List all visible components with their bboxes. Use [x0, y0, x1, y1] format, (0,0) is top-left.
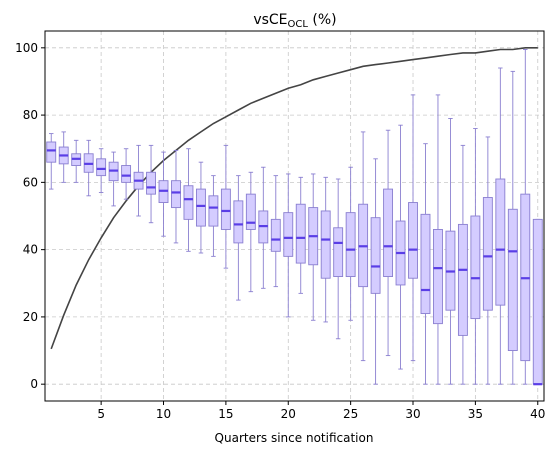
box-body [333, 227, 344, 277]
box-38 [507, 70, 518, 385]
box-body [507, 208, 518, 351]
title-main: vsCE [253, 12, 287, 28]
x-tick-label: 25 [343, 407, 358, 421]
y-axis: 0 20 40 60 80 100 [15, 41, 45, 391]
box-body [532, 218, 543, 385]
box-30 [408, 94, 418, 362]
box-37 [495, 67, 506, 385]
box-11 [171, 149, 181, 244]
box-2 [58, 131, 69, 183]
curve-line [50, 46, 538, 350]
x-tick-label: 15 [218, 407, 233, 421]
x-tick-label: 30 [405, 407, 420, 421]
x-axis: 5 10 15 20 25 30 35 40 [97, 401, 545, 421]
box-body [370, 217, 381, 294]
box-34 [457, 144, 468, 385]
box-22 [308, 173, 319, 321]
box-body [408, 202, 418, 279]
box-20 [283, 173, 294, 318]
box-17 [245, 171, 256, 293]
box-body [383, 188, 394, 277]
box-body [283, 212, 294, 257]
box-12 [183, 148, 194, 252]
box-series [46, 49, 543, 386]
box-14 [208, 175, 219, 257]
box-10 [158, 151, 169, 237]
box-25 [345, 166, 356, 321]
box-21 [295, 176, 306, 294]
plot-frame [44, 30, 545, 402]
x-tick-label: 35 [468, 407, 483, 421]
y-tick-label: 40 [23, 243, 38, 257]
box-19 [270, 175, 281, 288]
box-body [320, 210, 331, 279]
x-axis-label: Quarters since notification [215, 431, 374, 445]
box-body [470, 215, 481, 320]
curve-series [50, 46, 538, 350]
box-body [171, 180, 181, 209]
x-tick-label: 5 [97, 407, 105, 421]
box-body [146, 171, 156, 195]
title-subscript: OCL [288, 19, 309, 30]
box-40 [532, 218, 543, 386]
box-36 [482, 136, 493, 385]
box-18 [258, 166, 269, 289]
box-body [245, 193, 256, 230]
box-4 [83, 139, 94, 197]
box-26 [358, 131, 369, 362]
box-body [270, 218, 281, 252]
box-body [220, 188, 231, 230]
box-body [233, 200, 244, 244]
box-39 [520, 49, 531, 385]
box-29 [395, 124, 406, 370]
x-tick-label: 10 [156, 407, 171, 421]
box-16 [233, 175, 244, 301]
box-32 [433, 94, 443, 385]
x-tick-label: 40 [530, 407, 545, 421]
box-15 [220, 144, 231, 269]
box-body [183, 185, 194, 220]
y-tick-label: 0 [30, 377, 38, 391]
box-5 [96, 148, 107, 193]
y-tick-label: 60 [23, 175, 38, 189]
box-13 [195, 161, 206, 254]
box-6 [108, 151, 119, 207]
box-35 [470, 128, 481, 385]
chart-title: vsCEOCL (%) [253, 12, 336, 30]
box-body [420, 213, 431, 314]
box-33 [445, 118, 456, 385]
title-suffix: (%) [308, 12, 337, 28]
y-tick-label: 20 [23, 310, 38, 324]
box-body [96, 158, 107, 177]
box-1 [46, 133, 57, 190]
x-tick-label: 20 [281, 407, 296, 421]
box-3 [71, 139, 82, 183]
box-9 [146, 144, 156, 224]
box-body [208, 195, 219, 227]
y-tick-label: 80 [23, 108, 38, 122]
box-body [295, 203, 306, 264]
box-23 [320, 176, 331, 323]
box-body [495, 178, 506, 306]
box-8 [133, 144, 144, 217]
box-24 [333, 178, 344, 340]
box-body [433, 229, 443, 325]
box-28 [383, 129, 394, 357]
box-body [457, 223, 468, 336]
box-body [46, 141, 57, 163]
box-body [345, 212, 356, 277]
box-31 [420, 143, 431, 385]
box-27 [370, 158, 381, 385]
box-body [482, 197, 493, 311]
box-7 [121, 148, 132, 200]
box-body [195, 188, 206, 227]
box-body [121, 165, 132, 183]
y-tick-label: 100 [15, 41, 38, 55]
